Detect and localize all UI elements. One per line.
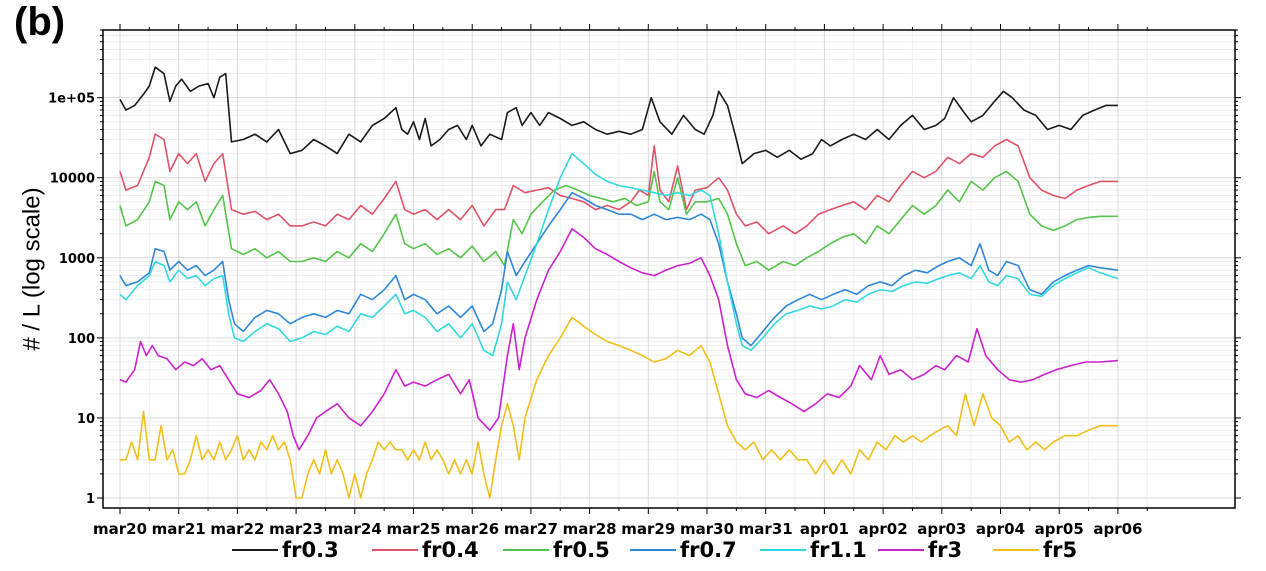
plot-frame bbox=[102, 29, 1236, 509]
series-line-fr0.4 bbox=[119, 133, 1118, 235]
x-tick-label: mar31 bbox=[739, 520, 793, 538]
y-tick-label: 10 bbox=[77, 412, 95, 427]
panel-label: (b) bbox=[14, 0, 66, 44]
x-tick-label: mar21 bbox=[152, 520, 206, 538]
legend-label-fr0.7: fr0.7 bbox=[680, 538, 737, 562]
x-tick-label: mar22 bbox=[210, 520, 264, 538]
x-tick-label: mar28 bbox=[563, 520, 617, 538]
x-tick-label: apr02 bbox=[859, 520, 908, 538]
y-tick-label: 1 bbox=[86, 492, 95, 507]
x-tick-label: mar29 bbox=[621, 520, 675, 538]
series-line-fr0.7 bbox=[119, 191, 1119, 347]
series-line-fr0.3 bbox=[119, 66, 1118, 165]
x-tick-label: apr06 bbox=[1093, 520, 1142, 538]
x-tick-label: mar23 bbox=[269, 520, 323, 538]
legend-label-fr0.4: fr0.4 bbox=[422, 538, 479, 562]
legend: fr0.3 fr0.4 fr0.5 fr0.7 fr1.1 fr3 fr5 bbox=[232, 538, 1077, 562]
x-tick-label: mar30 bbox=[680, 520, 734, 538]
x-tick-label: apr01 bbox=[800, 520, 849, 538]
legend-label-fr1.1: fr1.1 bbox=[810, 538, 867, 562]
x-tick-label: mar27 bbox=[504, 520, 558, 538]
y-tick-label: 1e+05 bbox=[48, 92, 95, 107]
x-tick-label: apr05 bbox=[1035, 520, 1084, 538]
x-tick-label: mar24 bbox=[328, 520, 382, 538]
legend-label-fr5: fr5 bbox=[1043, 538, 1077, 562]
series-line-fr5 bbox=[120, 316, 1118, 499]
series-line-fr0.5 bbox=[119, 170, 1118, 272]
y-tick-label: 100 bbox=[68, 332, 95, 347]
x-tick-label: mar20 bbox=[93, 520, 147, 538]
series-lines bbox=[119, 66, 1119, 499]
x-ticks: mar20 mar21 mar22 mar23 mar24 mar25 mar26 mar27… bbox=[93, 24, 1148, 538]
series-line-fr1.1 bbox=[119, 152, 1119, 357]
legend-label-fr0.3: fr0.3 bbox=[282, 538, 339, 562]
y-tick-label: 1000 bbox=[59, 252, 95, 267]
legend-label-fr3: fr3 bbox=[928, 538, 962, 562]
x-tick-label: mar25 bbox=[386, 520, 440, 538]
x-tick-label: apr03 bbox=[917, 520, 966, 538]
legend-label-fr0.5: fr0.5 bbox=[553, 538, 610, 562]
y-ticks: 1 10 100 1000 10000 1e+05 bbox=[48, 29, 1241, 507]
series-line-fr3 bbox=[119, 228, 1118, 451]
x-tick-label: mar26 bbox=[445, 520, 499, 538]
x-tick-label: apr04 bbox=[976, 520, 1025, 538]
y-axis-label: # / L (log scale) bbox=[18, 187, 46, 351]
y-tick-label: 10000 bbox=[50, 172, 95, 187]
